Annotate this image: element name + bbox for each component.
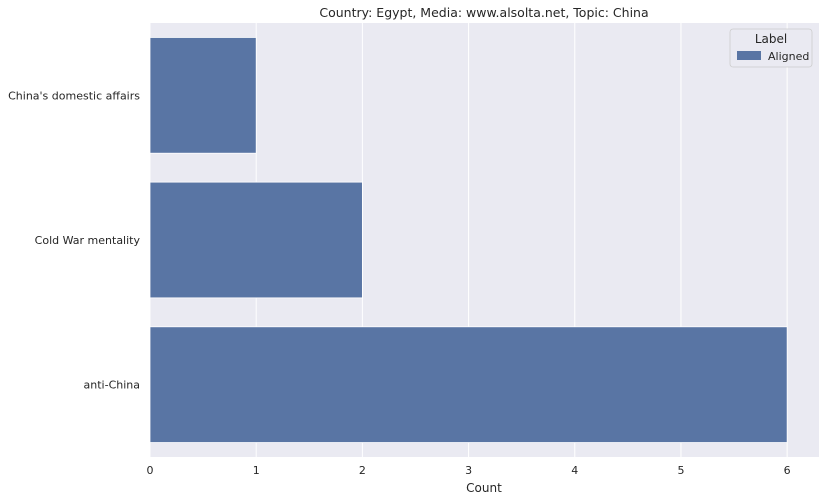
x-tick-label-1: 1 — [253, 464, 260, 477]
legend-label-aligned: Aligned — [768, 50, 809, 63]
bar-cold-war-mentality — [149, 181, 363, 299]
x-tick-label-5: 5 — [677, 464, 684, 477]
chart-title: Country: Egypt, Media: www.alsolta.net, … — [319, 5, 648, 20]
bars — [149, 37, 788, 443]
x-tick-label-4: 4 — [571, 464, 578, 477]
y-axis-labels: China's domestic affairs Cold War mentali… — [8, 89, 140, 391]
y-tick-label-china-s-domestic-affairs: China's domestic affairs — [8, 89, 140, 102]
y-tick-label-cold-war-mentality: Cold War mentality — [35, 234, 141, 247]
x-axis-ticks: 0 1 2 3 4 5 6 — [147, 464, 791, 477]
legend-title: Label — [755, 32, 787, 46]
legend-swatch-aligned — [737, 51, 761, 60]
x-axis-label: Count — [466, 481, 502, 495]
x-tick-label-0: 0 — [147, 464, 154, 477]
x-tick-label-3: 3 — [465, 464, 472, 477]
bar-china-s-domestic-affairs — [149, 37, 257, 154]
y-tick-label-anti-china: anti-China — [84, 379, 140, 392]
x-tick-label-6: 6 — [784, 464, 791, 477]
bar-anti-china — [149, 326, 788, 443]
legend: Label Aligned — [729, 28, 813, 68]
x-tick-label-2: 2 — [359, 464, 366, 477]
